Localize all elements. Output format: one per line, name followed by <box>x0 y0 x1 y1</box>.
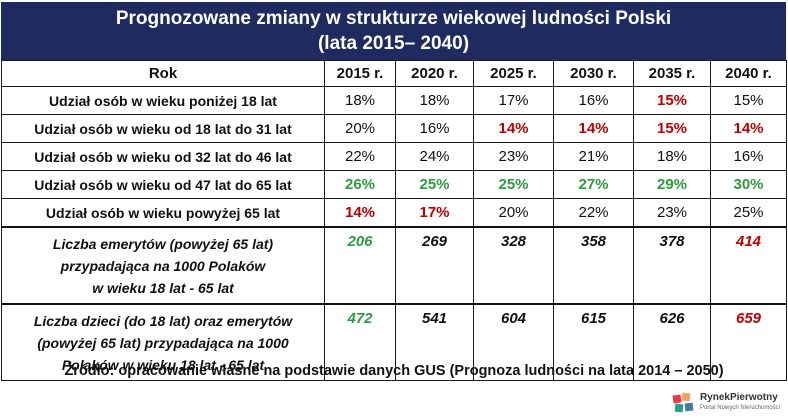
value-cell: 14% <box>473 114 554 143</box>
title-line-1: Prognozowane zmiany w strukturze wiekowe… <box>115 8 672 29</box>
table-row: Udział osób w wieku od 32 lat do 46 lat … <box>1 142 787 171</box>
value-cell: 358 <box>553 226 634 305</box>
table-row: Udział osób w wieku poniżej 18 lat 18% 1… <box>1 86 787 115</box>
table-row: Udział osób w wieku od 18 lat do 31 lat … <box>1 114 787 143</box>
row-label: Udział osób w wieku od 18 lat do 31 lat <box>1 114 325 143</box>
header-cell: 2035 r. <box>633 60 711 87</box>
value-cell: 25% <box>473 170 554 199</box>
header-cell: 2020 r. <box>395 60 474 87</box>
logo-tagline: Portal Nowych Nieruchomości <box>699 405 780 411</box>
table-row: Liczba dzieci (do 18 lat) oraz emerytów … <box>1 303 787 381</box>
value-cell: 541 <box>395 303 474 381</box>
value-cell: 20% <box>324 114 396 143</box>
row-label-line: (powyżej 65 lat) przypadająca na 1000 <box>37 334 289 351</box>
table-header-row: Rok 2015 r. 2020 r. 2025 r. 2030 r. 2035… <box>1 60 787 87</box>
title-line-2: (lata 2015– 2040) <box>317 33 470 54</box>
value-cell: 17% <box>395 198 474 228</box>
value-cell: 15% <box>633 86 711 115</box>
row-label-line: Polaków w wieku 18 lat - 65 lat <box>61 356 265 373</box>
header-cell: 2040 r. <box>710 60 787 87</box>
value-cell: 18% <box>395 86 474 115</box>
row-label: Udział osób w wieku poniżej 18 lat <box>1 86 325 115</box>
value-cell: 414 <box>710 226 787 305</box>
value-cell: 328 <box>473 226 554 305</box>
forecast-table: Rok 2015 r. 2020 r. 2025 r. 2030 r. 2035… <box>1 60 787 381</box>
value-cell: 16% <box>710 142 787 171</box>
value-cell: 21% <box>553 142 634 171</box>
row-label: Udział osób w wieku powyżej 65 lat <box>1 198 325 228</box>
value-cell: 15% <box>710 86 787 115</box>
row-label-line: w wieku 18 lat - 65 lat <box>92 279 234 296</box>
value-cell: 206 <box>324 226 396 305</box>
value-cell: 14% <box>553 114 634 143</box>
value-cell: 25% <box>710 198 787 228</box>
value-cell: 269 <box>395 226 474 305</box>
brand-logo: RynekPierwotny Portal Nowych Nieruchomoś… <box>672 392 780 414</box>
title-banner: Prognozowane zmiany w strukturze wiekowe… <box>1 2 786 60</box>
row-label-line: przypadająca na 1000 Polaków <box>60 257 266 274</box>
value-cell: 472 <box>324 303 396 381</box>
row-label: Udział osób w wieku od 32 lat do 46 lat <box>1 142 325 171</box>
table-row: Udział osób w wieku od 47 lat do 65 lat … <box>1 170 787 199</box>
value-cell: 20% <box>473 198 554 228</box>
value-cell: 626 <box>633 303 711 381</box>
value-cell: 30% <box>710 170 787 199</box>
row-label-line: Liczba emerytów (powyżej 65 lat) <box>52 235 274 252</box>
header-cell: 2030 r. <box>553 60 634 87</box>
value-cell: 23% <box>633 198 711 228</box>
value-cell: 15% <box>633 114 711 143</box>
value-cell: 659 <box>710 303 787 381</box>
value-cell: 24% <box>395 142 474 171</box>
value-cell: 378 <box>633 226 711 305</box>
row-label: Liczba emerytów (powyżej 65 lat) przypad… <box>1 226 325 305</box>
row-label-line: Liczba dzieci (do 18 lat) oraz emerytów <box>33 312 293 329</box>
value-cell: 615 <box>553 303 634 381</box>
value-cell: 27% <box>553 170 634 199</box>
value-cell: 14% <box>710 114 787 143</box>
logo-name: RynekPierwotny <box>699 392 778 403</box>
row-label: Udział osób w wieku od 47 lat do 65 lat <box>1 170 325 199</box>
header-cell: Rok <box>1 60 325 87</box>
value-cell: 14% <box>324 198 396 228</box>
value-cell: 16% <box>553 86 634 115</box>
value-cell: 29% <box>633 170 711 199</box>
value-cell: 22% <box>553 198 634 228</box>
value-cell: 17% <box>473 86 554 115</box>
value-cell: 18% <box>324 86 396 115</box>
value-cell: 26% <box>324 170 396 199</box>
table-row: Liczba emerytów (powyżej 65 lat) przypad… <box>1 226 787 305</box>
source-note: Źródło: opracowanie własne na podstawie … <box>64 363 724 379</box>
value-cell: 16% <box>395 114 474 143</box>
table-row: Udział osób w wieku powyżej 65 lat 14% 1… <box>1 198 787 228</box>
rynekpierwotny-logo-icon <box>672 392 694 413</box>
header-cell: 2025 r. <box>473 60 554 87</box>
row-label: Liczba dzieci (do 18 lat) oraz emerytów … <box>1 303 325 381</box>
value-cell: 23% <box>473 142 554 171</box>
value-cell: 25% <box>395 170 474 199</box>
value-cell: 22% <box>324 142 396 171</box>
header-cell: 2015 r. <box>324 60 396 87</box>
value-cell: 18% <box>633 142 711 171</box>
